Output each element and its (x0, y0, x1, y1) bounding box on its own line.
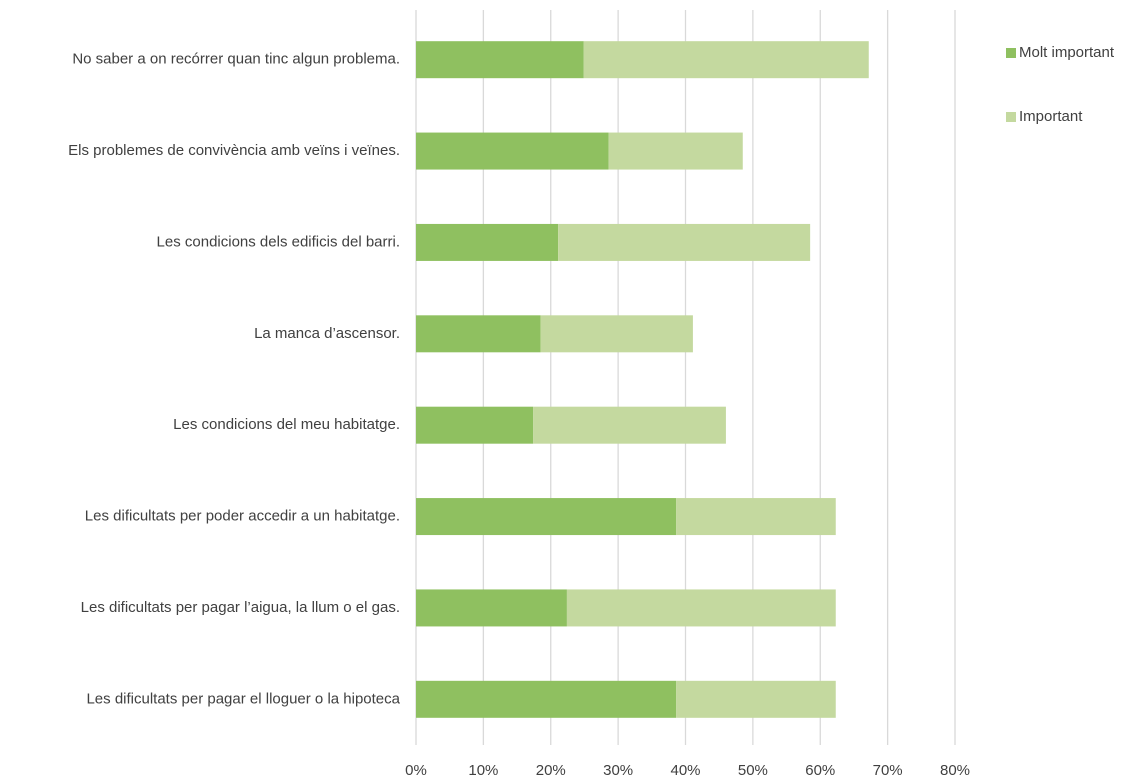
y-tick-label: Les dificultats per pagar l’aigua, la ll… (81, 599, 400, 616)
bar-segment (540, 315, 693, 353)
x-tick-label: 40% (670, 762, 700, 779)
bar-segment (676, 680, 836, 718)
x-tick-label: 0% (405, 762, 427, 779)
y-tick-label: Els problemes de convivència amb veïns i… (68, 142, 400, 159)
bar-segment (583, 41, 869, 79)
bar-segment (416, 132, 609, 170)
y-tick-label: Les dificultats per poder accedir a un h… (85, 508, 400, 525)
x-tick-label: 80% (940, 762, 970, 779)
y-tick-label: Les dificultats per pagar el lloguer o l… (86, 690, 400, 707)
y-tick-label: La manca d’ascensor. (254, 325, 400, 342)
bar-segment (416, 406, 534, 444)
y-tick-label: Les condicions dels edificis del barri. (157, 233, 400, 250)
x-tick-label: 50% (738, 762, 768, 779)
y-tick-label: No saber a on recórrer quan tinc algun p… (72, 51, 400, 68)
bar-segment (558, 223, 811, 261)
bar-segment (416, 498, 677, 536)
bar-segment (608, 132, 743, 170)
legend-swatch (1006, 112, 1016, 122)
legend-label: Molt important (1019, 44, 1115, 61)
bar-segment (676, 498, 836, 536)
x-tick-label: 20% (536, 762, 566, 779)
y-tick-label: Les condicions del meu habitatge. (173, 416, 400, 433)
x-tick-label: 10% (468, 762, 498, 779)
bar-segment (416, 589, 567, 627)
bar-segment (566, 589, 836, 627)
legend-label: Important (1019, 108, 1083, 125)
bar-segment (533, 406, 726, 444)
x-tick-label: 30% (603, 762, 633, 779)
bar-segment (416, 41, 584, 79)
legend-swatch (1006, 48, 1016, 58)
x-tick-label: 60% (805, 762, 835, 779)
x-tick-label: 70% (873, 762, 903, 779)
bar-segment (416, 680, 677, 718)
bar-segment (416, 223, 559, 261)
bar-segment (416, 315, 541, 353)
